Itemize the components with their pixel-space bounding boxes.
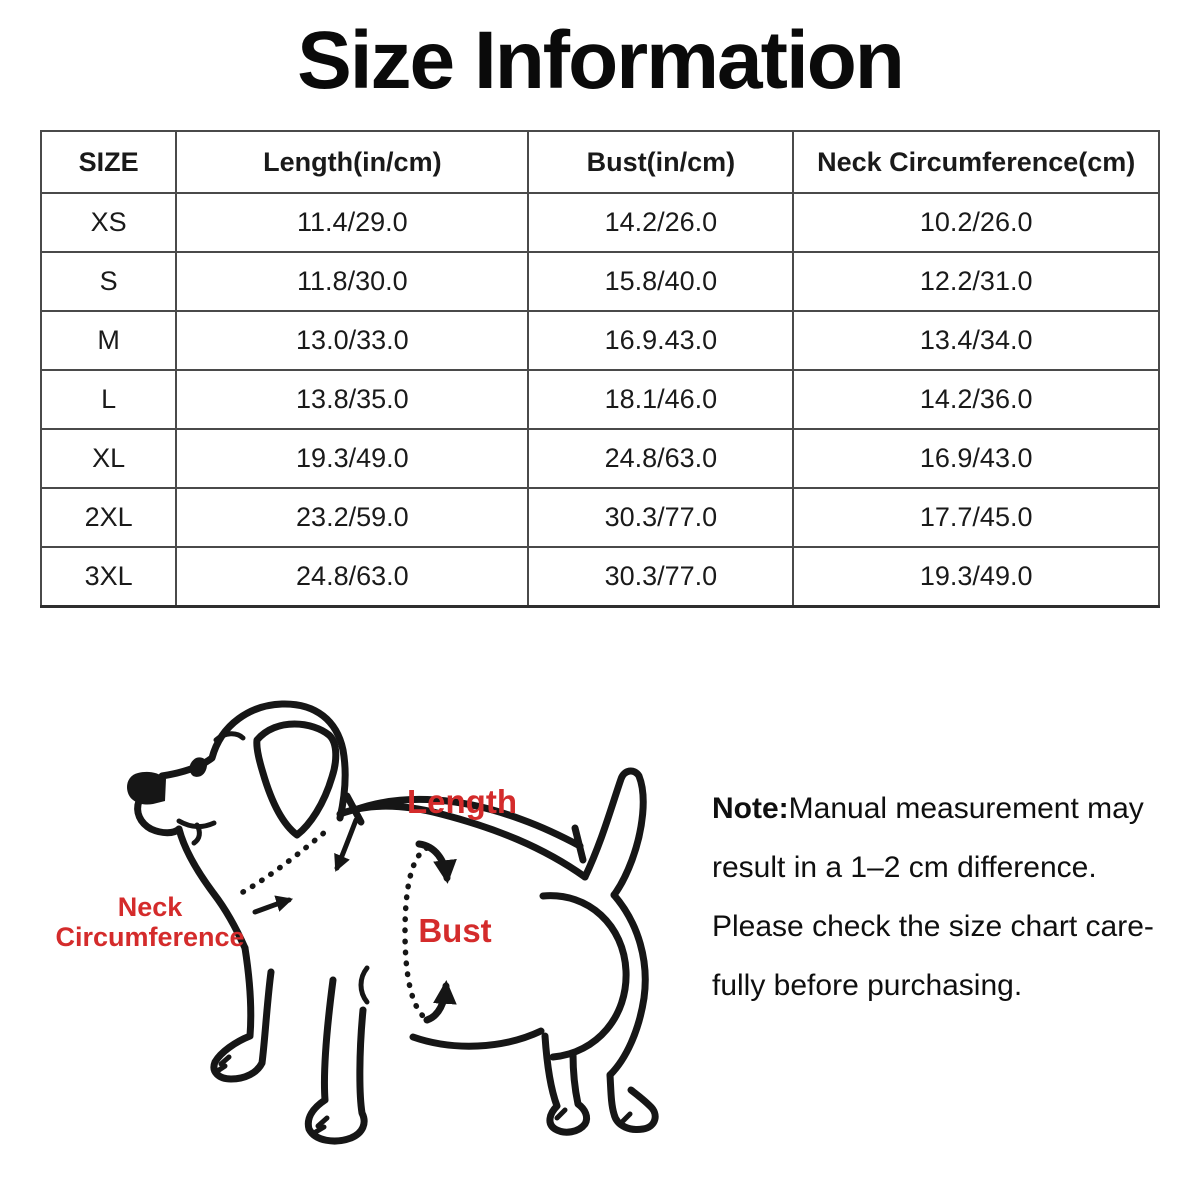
bust-label: Bust bbox=[418, 912, 491, 949]
bust-top-arrow bbox=[415, 840, 457, 884]
bust-bottom-arrow bbox=[423, 980, 457, 1024]
cell-neck: 12.2/31.0 bbox=[792, 251, 1160, 312]
neck-label-arrow bbox=[252, 895, 294, 915]
neck-circumference-label-line1: Neck bbox=[118, 892, 184, 922]
cell-bust: 16.9.43.0 bbox=[527, 310, 795, 371]
length-label: Length bbox=[407, 783, 517, 820]
col-header-bust: Bust(in/cm) bbox=[527, 130, 795, 194]
neck-circumference-label-line2: Circumference bbox=[55, 922, 244, 952]
cell-bust: 14.2/26.0 bbox=[527, 192, 795, 253]
table-header-row: SIZE Length(in/cm) Bust(in/cm) Neck Circ… bbox=[39, 130, 1160, 194]
size-table: SIZE Length(in/cm) Bust(in/cm) Neck Circ… bbox=[39, 130, 1160, 608]
cell-length: 23.2/59.0 bbox=[175, 487, 530, 548]
table-row: 3XL 24.8/63.0 30.3/77.0 19.3/49.0 bbox=[39, 546, 1160, 608]
table-row: S 11.8/30.0 15.8/40.0 12.2/31.0 bbox=[39, 251, 1160, 312]
table-row: L 13.8/35.0 18.1/46.0 14.2/36.0 bbox=[39, 369, 1160, 430]
table-row: M 13.0/33.0 16.9.43.0 13.4/34.0 bbox=[39, 310, 1160, 371]
cell-length: 19.3/49.0 bbox=[175, 428, 530, 489]
note-text: Manual measurement may bbox=[788, 792, 1144, 825]
cell-bust: 18.1/46.0 bbox=[527, 369, 795, 430]
cell-size: XL bbox=[39, 428, 178, 489]
cell-size: M bbox=[39, 310, 178, 371]
col-header-neck: Neck Circumference(cm) bbox=[792, 130, 1160, 194]
dog-measurement-diagram: Length Neck Circumference Bust bbox=[55, 700, 659, 1145]
note-line: result in a 1–2 cm difference. bbox=[712, 851, 1097, 884]
note-line: Please check the size chart care- bbox=[712, 910, 1154, 943]
cell-size: 3XL bbox=[39, 546, 178, 608]
cell-neck: 14.2/36.0 bbox=[792, 369, 1160, 430]
bust-dotted-line bbox=[402, 845, 430, 1021]
cell-neck: 13.4/34.0 bbox=[792, 310, 1160, 371]
note: Note:Manual measurement may result in a … bbox=[712, 779, 1182, 1015]
cell-neck: 17.7/45.0 bbox=[792, 487, 1160, 548]
cell-size: XS bbox=[39, 192, 178, 253]
cell-size: 2XL bbox=[39, 487, 178, 548]
cell-length: 11.8/30.0 bbox=[175, 251, 530, 312]
cell-neck: 10.2/26.0 bbox=[792, 192, 1160, 253]
cell-length: 13.8/35.0 bbox=[175, 369, 530, 430]
table-row: 2XL 23.2/59.0 30.3/77.0 17.7/45.0 bbox=[39, 487, 1160, 548]
col-header-length: Length(in/cm) bbox=[175, 130, 530, 194]
cell-bust: 24.8/63.0 bbox=[527, 428, 795, 489]
cell-length: 24.8/63.0 bbox=[175, 546, 530, 608]
cell-neck: 16.9/43.0 bbox=[792, 428, 1160, 489]
note-line: fully before purchasing. bbox=[712, 969, 1023, 1002]
note-prefix: Note: bbox=[712, 792, 789, 825]
cell-bust: 15.8/40.0 bbox=[527, 251, 795, 312]
neck-dotted-line bbox=[240, 829, 328, 895]
length-measure-line bbox=[351, 795, 584, 850]
length-end-bar bbox=[571, 824, 587, 864]
cell-length: 11.4/29.0 bbox=[175, 192, 530, 253]
page-title: Size Information bbox=[297, 15, 905, 106]
cell-neck: 19.3/49.0 bbox=[792, 546, 1160, 608]
cell-bust: 30.3/77.0 bbox=[527, 487, 795, 548]
dog-outline-drawing bbox=[127, 700, 659, 1145]
measurement-annotations bbox=[240, 792, 587, 1024]
diagram-labels: Length Neck Circumference Bust bbox=[55, 783, 517, 952]
cell-length: 13.0/33.0 bbox=[175, 310, 530, 371]
col-header-size: SIZE bbox=[39, 130, 178, 194]
cell-bust: 30.3/77.0 bbox=[527, 546, 795, 608]
note-line: Note:Manual measurement may bbox=[712, 779, 1182, 838]
length-start-arrow bbox=[334, 817, 359, 872]
table-row: XS 11.4/29.0 14.2/26.0 10.2/26.0 bbox=[39, 192, 1160, 253]
cell-size: L bbox=[39, 369, 178, 430]
cell-size: S bbox=[39, 251, 178, 312]
length-start-bar bbox=[343, 792, 365, 826]
table-row: XL 19.3/49.0 24.8/63.0 16.9/43.0 bbox=[39, 428, 1160, 489]
